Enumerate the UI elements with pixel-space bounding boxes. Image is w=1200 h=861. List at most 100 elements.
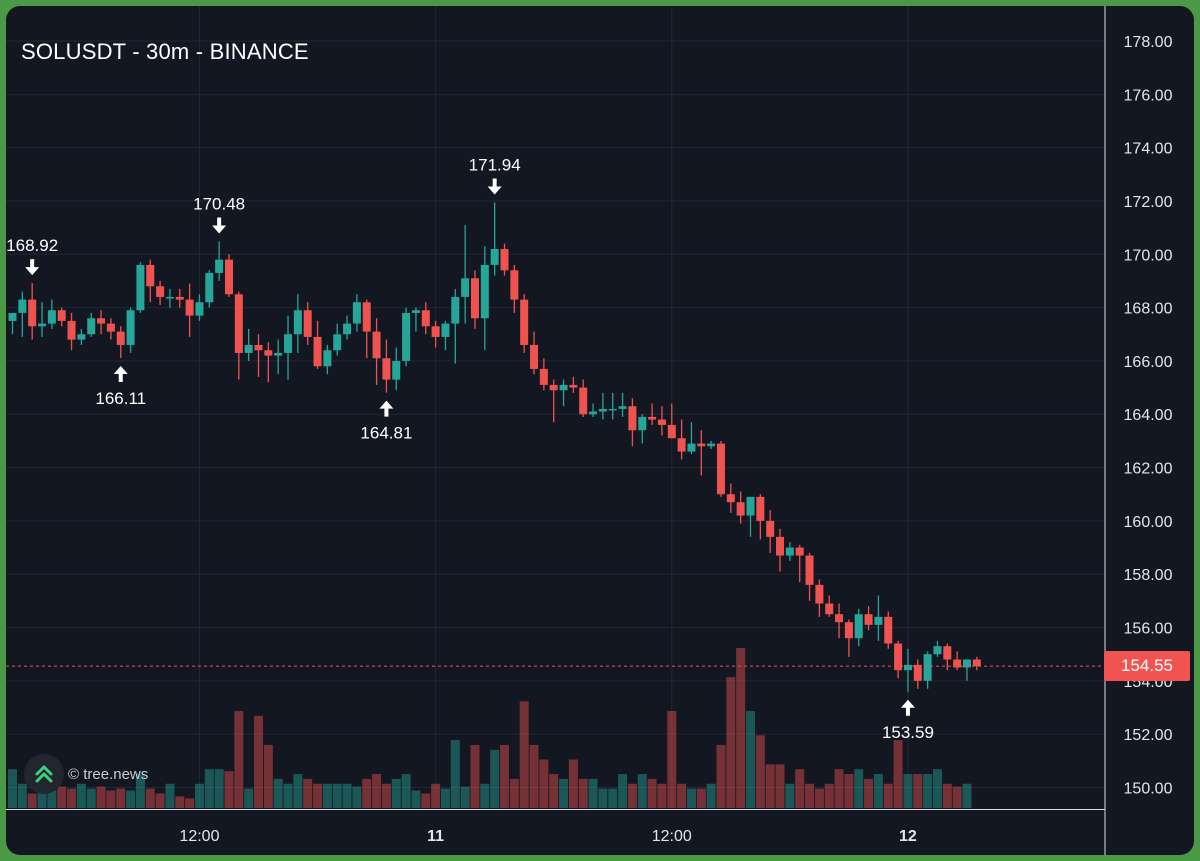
candle-body [726,494,735,503]
volume-bar [362,778,372,808]
candle-body [136,264,145,311]
volume-bar [568,759,578,808]
candle-body [126,310,135,345]
candle-body [815,584,824,604]
candle-body [323,350,332,367]
candle-body [559,384,568,391]
volume-bar [322,783,332,808]
y-tick-label: 156.00 [1124,621,1173,638]
candle-body [707,443,716,447]
volume-bar [726,677,736,808]
volume-bar [834,769,844,808]
volume-bar [913,774,923,808]
candle-body [215,259,224,273]
volume-bar [500,744,509,808]
candle-body [716,443,725,495]
volume-bar [746,711,755,808]
candle-body [569,384,578,388]
chart-svg[interactable]: 168.92 166.11 170.48 164.81 171.94 153.59 150… [6,6,1194,855]
volume-bar [381,783,391,808]
tree-news-logo-icon [24,754,64,794]
x-tick-label: 12:00 [179,828,219,845]
volume-bar [411,790,421,808]
arrow-up-icon [113,365,128,382]
y-tick-label: 158.00 [1124,567,1173,584]
candle-body [933,646,942,655]
volume-bar [96,786,106,808]
volume-bar [57,786,67,808]
volume-bar [598,788,608,808]
volume-layer [8,648,972,808]
candle-body [805,555,814,585]
volume-bar [686,788,696,808]
candle-body [894,643,903,671]
volume-bar [126,790,136,808]
y-tick-label: 172.00 [1124,194,1173,211]
volume-bar [667,711,677,808]
candle-body [274,352,283,356]
candle-body [38,323,47,327]
candle-body [913,664,922,681]
candle-body [864,614,873,625]
candle-body [106,323,115,332]
volume-bar [116,788,126,808]
y-tick-label: 162.00 [1124,461,1173,478]
volume-bar [470,744,480,808]
candle-body [480,264,489,319]
high-label: 168.92 [6,236,58,255]
volume-bar [135,774,145,808]
candle-body [116,331,125,345]
watermark: © tree.news [24,754,148,794]
last-price-tag: 154.55 [1104,651,1190,681]
candle-body [156,286,165,297]
volume-bar [509,778,519,808]
grid [6,6,1105,809]
candle-body [352,302,361,324]
candle-body [539,368,548,385]
volume-bar [657,783,667,808]
candle-body [461,278,470,297]
volume-bar [155,793,165,808]
candle-body [97,318,106,324]
volume-bar [755,735,765,808]
volume-bar [932,769,942,808]
volume-bar [460,786,470,808]
volume-bar [352,786,362,808]
watermark-text: © tree.news [68,765,149,783]
volume-bar [421,793,431,808]
y-tick-label: 160.00 [1124,514,1173,531]
chart-frame: 168.92 166.11 170.48 164.81 171.94 153.59 150… [6,6,1194,855]
volume-bar [588,778,598,808]
candle-body [87,318,96,335]
volume-bar [795,769,805,808]
candle-body [667,424,676,439]
volume-bar [450,740,460,808]
candle-body [264,350,273,356]
volume-bar [342,783,352,808]
volume-bar [145,788,155,808]
candle-body [530,344,539,369]
candle-body [638,416,647,431]
candle-body [648,416,657,420]
volume-bar [824,783,834,808]
candle-body [284,334,293,353]
candle-body [67,320,76,340]
low-label: 153.59 [882,723,934,742]
candle-body [146,264,155,287]
volume-bar [775,764,785,808]
volume-bar [490,749,500,808]
candle-body [293,310,302,335]
volume-bar [677,783,687,808]
candle-body [382,358,391,380]
chart-title: SOLUSDT - 30m - BINANCE [21,39,309,64]
candle-body [402,312,411,361]
candle-body [923,654,932,681]
candle-body [746,496,755,516]
y-tick-label: 164.00 [1124,407,1173,424]
x-tick-label: 12:00 [652,828,692,845]
candle-body [77,334,86,340]
volume-bar [814,788,824,808]
volume-bar [952,786,962,808]
volume-bar [303,778,313,808]
candle-body [185,299,194,316]
